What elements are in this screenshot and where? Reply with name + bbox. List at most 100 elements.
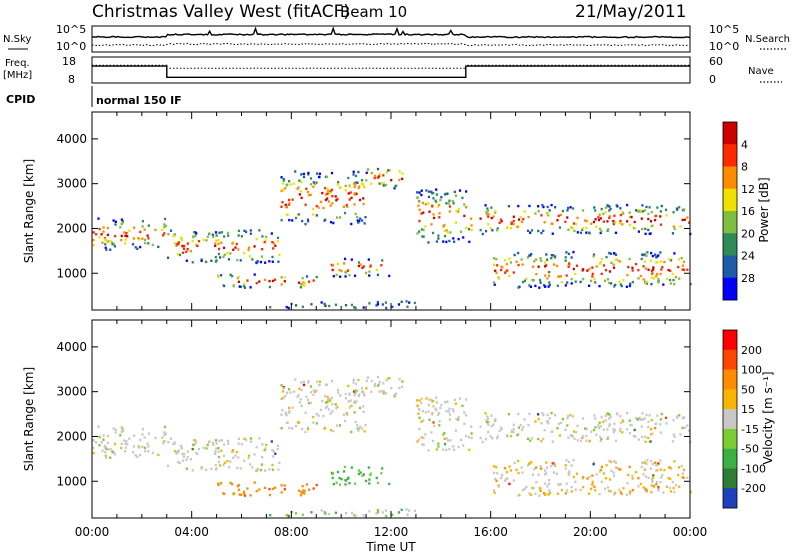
velocity-cell	[101, 449, 104, 452]
velocity-cell	[550, 430, 553, 433]
velocity-cell	[614, 461, 618, 464]
velocity-cell	[281, 396, 285, 399]
power-cell	[285, 305, 288, 309]
velocity-cell	[309, 385, 313, 388]
velocity-cell	[507, 412, 510, 416]
power-cell	[430, 223, 433, 226]
velocity-cell	[641, 435, 644, 439]
velocity-cell	[417, 412, 420, 415]
velocity-cell	[619, 415, 622, 418]
colorbar-segment	[723, 428, 737, 449]
power-cell	[619, 213, 623, 217]
power-cell	[370, 182, 373, 186]
power-cell	[645, 205, 648, 209]
power-cell	[546, 205, 549, 209]
velocity-cell	[353, 393, 356, 397]
power-cell	[574, 280, 577, 283]
velocity-cell	[268, 487, 271, 491]
velocity-cell	[222, 463, 225, 467]
velocity-cell	[109, 456, 112, 459]
velocity-cell	[447, 410, 450, 413]
velocity-cell	[217, 455, 221, 459]
power-cell	[612, 222, 615, 226]
velocity-cell	[270, 440, 273, 443]
power-cell	[136, 247, 139, 251]
velocity-cell	[626, 481, 629, 485]
power-cell	[608, 205, 611, 208]
power-cell	[299, 190, 302, 193]
velocity-cell	[598, 470, 601, 473]
velocity-cell	[280, 413, 283, 416]
velocity-cell	[185, 458, 188, 461]
velocity-cell	[537, 473, 540, 476]
power-cell	[613, 214, 616, 217]
n-search-series	[91, 42, 691, 47]
power-cell	[672, 211, 675, 214]
velocity-cell	[594, 417, 597, 420]
velocity-cell	[424, 433, 427, 436]
velocity-cell	[600, 465, 603, 469]
power-cell	[299, 286, 302, 289]
velocity-cell	[214, 439, 218, 442]
power-cell	[670, 259, 673, 262]
velocity-cell	[332, 429, 335, 433]
power-cell	[312, 279, 315, 282]
power-cell	[667, 268, 670, 272]
velocity-cell	[516, 433, 519, 437]
power-cell	[421, 201, 425, 205]
velocity-cell	[306, 426, 310, 429]
power-cell	[137, 236, 140, 240]
power-cell	[218, 231, 221, 234]
power-cell	[647, 212, 650, 216]
velocity-cell	[261, 443, 264, 446]
power-cell	[214, 255, 217, 259]
power-cell	[551, 254, 555, 257]
power-cell	[521, 280, 525, 284]
velocity-cell	[328, 512, 331, 516]
power-cell	[302, 172, 306, 176]
velocity-cell	[585, 434, 588, 438]
velocity-cell	[227, 442, 230, 445]
velocity-cell	[448, 418, 451, 421]
power-cell	[655, 275, 658, 278]
power-cell	[626, 273, 629, 277]
velocity-cell	[398, 386, 401, 390]
power-cell	[303, 281, 306, 285]
velocity-cell	[589, 487, 593, 491]
velocity-cell	[338, 424, 342, 427]
velocity-cell	[468, 448, 471, 452]
power-cell	[452, 237, 455, 240]
power-cell	[139, 245, 142, 249]
velocity-cell	[350, 404, 353, 408]
velocity-cell	[595, 473, 598, 476]
power-cell	[644, 232, 647, 236]
velocity-cell	[263, 486, 267, 490]
velocity-cell	[605, 463, 608, 467]
velocity-cell	[440, 403, 443, 407]
power-cell	[565, 251, 568, 254]
velocity-cell	[420, 397, 423, 400]
power-cell	[669, 269, 672, 272]
velocity-cell	[588, 440, 591, 443]
power-cell	[420, 228, 424, 231]
power-cell	[550, 256, 553, 260]
power-cell	[232, 248, 235, 251]
velocity-cell	[548, 489, 551, 492]
power-cell	[644, 279, 647, 283]
velocity-cell	[600, 437, 603, 441]
velocity-cell	[274, 452, 277, 455]
velocity-cell	[317, 383, 321, 387]
power-cell	[163, 223, 166, 226]
velocity-cell	[674, 483, 678, 487]
velocity-frame	[91, 319, 691, 519]
power-cell	[247, 248, 250, 252]
power-cell	[496, 228, 499, 232]
velocity-cell	[260, 463, 264, 466]
velocity-cell	[120, 442, 123, 446]
velocity-cell	[463, 422, 466, 426]
power-cell	[659, 251, 662, 254]
velocity-cell	[487, 430, 490, 434]
power-cell	[226, 231, 230, 235]
velocity-cell	[280, 384, 283, 387]
velocity-cell	[646, 459, 649, 462]
